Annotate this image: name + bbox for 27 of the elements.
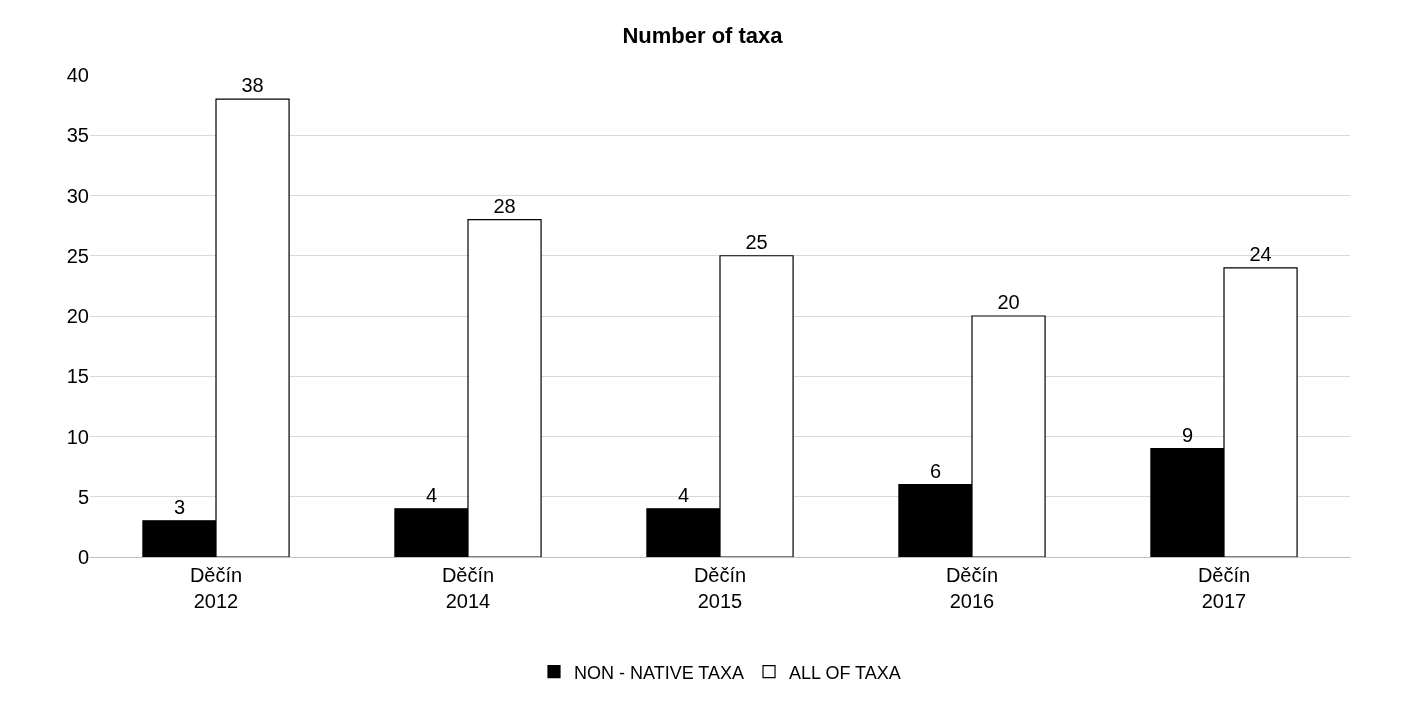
x-tick-label: Děčín 2012 xyxy=(189,564,243,612)
y-tick-label: 40 xyxy=(66,64,89,86)
y-tick-label: 15 xyxy=(66,365,89,388)
y-tick-label: 10 xyxy=(66,425,89,448)
data-label: 3 xyxy=(173,495,186,518)
y-tick-label: 30 xyxy=(66,184,89,207)
data-label: 9 xyxy=(1181,423,1194,446)
data-label: 24 xyxy=(1249,242,1272,265)
data-label: 28 xyxy=(493,194,516,217)
data-label: 20 xyxy=(997,291,1020,313)
y-tick-label: 20 xyxy=(66,305,89,327)
data-label: 6 xyxy=(929,459,942,482)
legend-label: NON - NATIVE TAXA xyxy=(574,662,745,683)
x-tick-label: Děčín 2016 xyxy=(945,564,999,612)
chart-title: Number of taxa xyxy=(622,23,784,49)
y-tick-label: 5 xyxy=(77,485,89,508)
data-label: 38 xyxy=(241,74,264,97)
y-tick-label: 25 xyxy=(66,244,89,267)
x-tick-label: Děčín 2015 xyxy=(693,564,747,612)
data-label: 25 xyxy=(745,230,768,253)
x-tick-label: Děčín 2017 xyxy=(1197,564,1251,612)
legend-label: ALL OF TAXA xyxy=(789,662,901,683)
y-tick-label: 35 xyxy=(66,124,89,147)
data-label: 4 xyxy=(425,483,438,506)
x-tick-label: Děčín 2014 xyxy=(441,564,495,612)
data-label: 4 xyxy=(677,483,690,506)
y-tick-label: 0 xyxy=(77,546,89,568)
